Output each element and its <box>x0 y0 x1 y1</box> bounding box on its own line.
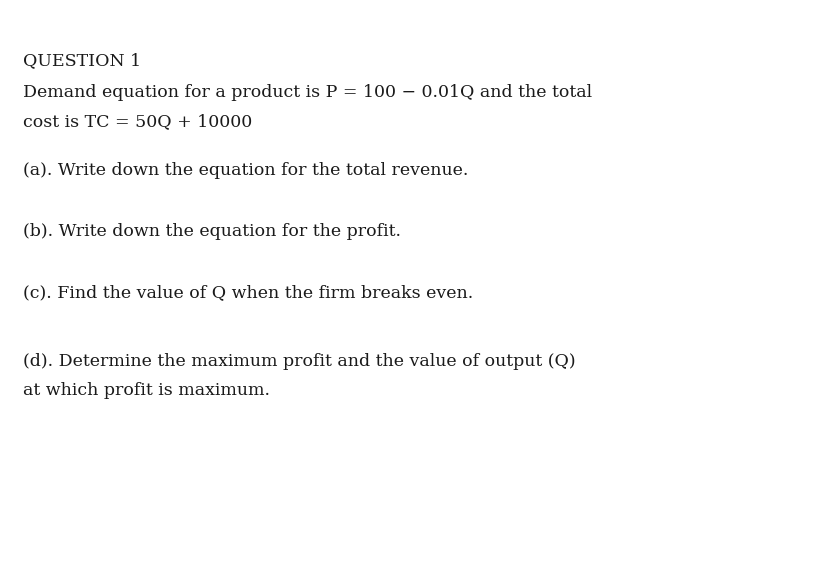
Text: at which profit is maximum.: at which profit is maximum. <box>23 382 270 400</box>
Text: (c). Find the value of Q when the firm breaks even.: (c). Find the value of Q when the firm b… <box>23 284 473 301</box>
Text: cost is TC = 50Q + 10000: cost is TC = 50Q + 10000 <box>23 113 252 130</box>
Text: Demand equation for a product is P = 100 − 0.01Q and the total: Demand equation for a product is P = 100… <box>23 84 591 101</box>
Text: (d). Determine the maximum profit and the value of output (Q): (d). Determine the maximum profit and th… <box>23 353 575 371</box>
Text: QUESTION 1: QUESTION 1 <box>23 52 141 69</box>
Text: (b). Write down the equation for the profit.: (b). Write down the equation for the pro… <box>23 223 401 240</box>
Text: (a). Write down the equation for the total revenue.: (a). Write down the equation for the tot… <box>23 162 468 179</box>
